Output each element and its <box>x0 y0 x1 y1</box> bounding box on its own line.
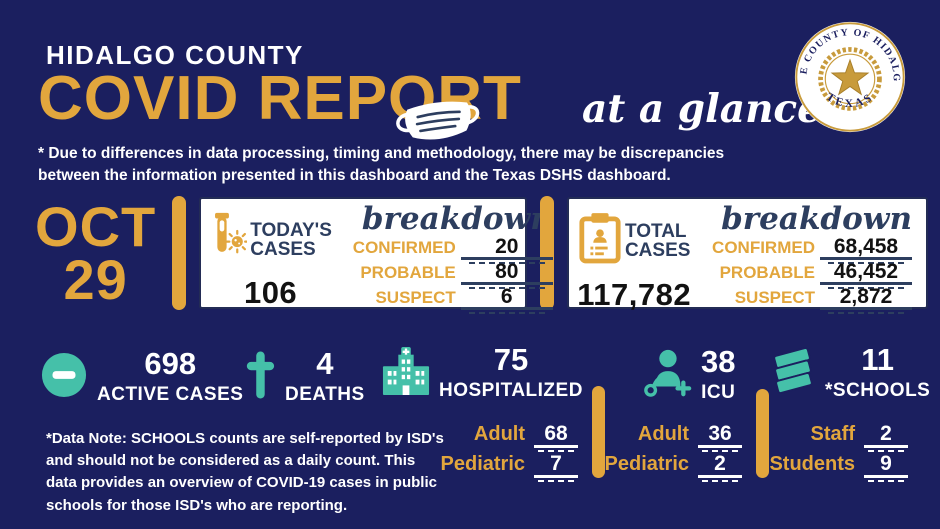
schools-staff-row: Staff 2 <box>772 422 908 453</box>
gold-divider-bar <box>172 196 187 310</box>
hospitalized-adult-row: Adult 68 <box>442 422 578 453</box>
probable-value: 80 <box>460 261 553 289</box>
county-seal: THE COUNTY OF HIDALGO TEXAS <box>788 12 907 134</box>
icu-value: 38 <box>701 344 736 379</box>
probable-value: 46,452 <box>820 261 912 289</box>
total-cases-label: TOTAL CASES <box>624 220 691 261</box>
icu-breakdown: Adult 36 Pediatric 2 <box>604 422 742 483</box>
schools-label: *SCHOOLS <box>825 380 931 401</box>
confirmed-row: CONFIRMED 20 <box>352 236 553 264</box>
date-day: 29 <box>63 248 128 311</box>
confirmed-value: 68,458 <box>820 236 912 264</box>
confirmed-value: 20 <box>460 236 553 264</box>
icu-adult-row: Adult 36 <box>606 422 742 453</box>
hospitalized-value: 75 <box>493 342 529 377</box>
suspect-value: 2,872 <box>820 286 912 314</box>
suspect-label: SUSPECT <box>375 288 456 307</box>
suspect-row: SUSPECT 2,872 <box>734 286 912 314</box>
face-mask-icon <box>390 91 487 154</box>
breakdown-heading: breakdown <box>721 201 912 237</box>
confirmed-label: CONFIRMED <box>352 238 456 257</box>
active-cases-value: 698 <box>144 346 197 381</box>
books-icon <box>770 345 816 402</box>
probable-row: PROBABLE 46,452 <box>719 261 912 289</box>
active-cases-stat: 698 ACTIVE CASES <box>40 348 243 406</box>
deaths-stat: 4 DEATHS <box>244 348 365 406</box>
pediatric-label: Pediatric <box>440 453 525 476</box>
staff-value: 2 <box>864 422 908 453</box>
confirmed-row: CONFIRMED 68,458 <box>712 236 912 264</box>
probable-row: PROBABLE 80 <box>360 261 553 289</box>
suspect-row: SUSPECT 6 <box>375 286 553 314</box>
hospitalized-pediatric-row: Pediatric 7 <box>440 453 578 483</box>
hospitalized-label: HOSPITALIZED <box>439 380 583 401</box>
schools-value: 11 <box>861 342 895 377</box>
suspect-label: SUSPECT <box>734 288 815 307</box>
gold-divider-bar <box>592 386 605 478</box>
cross-icon <box>244 349 276 406</box>
probable-label: PROBABLE <box>719 263 815 282</box>
icu-label: ICU <box>701 382 736 403</box>
hospitalized-breakdown: Adult 68 Pediatric 7 <box>440 422 578 483</box>
total-cases-value: 117,782 <box>577 277 692 312</box>
hospital-icon <box>382 345 430 402</box>
minus-circle-icon <box>40 352 88 403</box>
county-name: HIDALGO COUNTY <box>46 40 304 70</box>
todays-cases-card: TODAY'S CASES 106 breakdown CONFIRMED 20… <box>199 197 553 314</box>
probable-label: PROBABLE <box>360 263 456 282</box>
icu-stat: 38 ICU <box>642 346 735 404</box>
disclaimer-text: * Due to differences in data processing,… <box>38 145 725 185</box>
deaths-value: 4 <box>316 346 334 381</box>
gold-divider-bar <box>756 389 769 478</box>
pediatric-value: 7 <box>534 453 578 483</box>
active-cases-label: ACTIVE CASES <box>97 384 244 405</box>
suspect-value: 6 <box>460 286 553 314</box>
students-value: 9 <box>864 453 908 483</box>
pediatric-value: 2 <box>698 453 742 483</box>
todays-cases-label: TODAY'S CASES <box>250 219 332 260</box>
schools-students-row: Students 9 <box>769 453 908 483</box>
adult-label: Adult <box>473 423 525 445</box>
staff-label: Staff <box>810 423 855 445</box>
adult-value: 36 <box>698 422 742 453</box>
gold-divider-bar <box>540 196 555 310</box>
report-date: OCT 29 <box>32 194 159 311</box>
confirmed-label: CONFIRMED <box>712 238 815 257</box>
test-tube-virus-icon <box>209 212 250 267</box>
icu-pediatric-row: Pediatric 2 <box>604 453 742 483</box>
clipboard-icon <box>578 212 622 269</box>
cases-row: OCT 29 <box>32 194 928 314</box>
adult-value: 68 <box>534 422 578 453</box>
deaths-label: DEATHS <box>285 384 365 405</box>
doctor-icon <box>642 348 692 403</box>
hospitalized-stat: 75 HOSPITALIZED <box>382 344 583 402</box>
data-note: *Data Note: SCHOOLS counts are self-repo… <box>46 430 444 514</box>
pediatric-label: Pediatric <box>604 453 689 476</box>
todays-cases-value: 106 <box>243 275 298 310</box>
students-label: Students <box>769 453 855 476</box>
schools-breakdown: Staff 2 Students 9 <box>769 422 908 483</box>
schools-stat: 11 *SCHOOLS <box>770 344 930 402</box>
adult-label: Adult <box>637 423 689 445</box>
total-cases-card: TOTAL CASES 117,782 breakdown CONFIRMED … <box>567 197 928 314</box>
breakdown-heading: breakdown <box>361 201 553 237</box>
date-month: OCT <box>35 194 157 258</box>
